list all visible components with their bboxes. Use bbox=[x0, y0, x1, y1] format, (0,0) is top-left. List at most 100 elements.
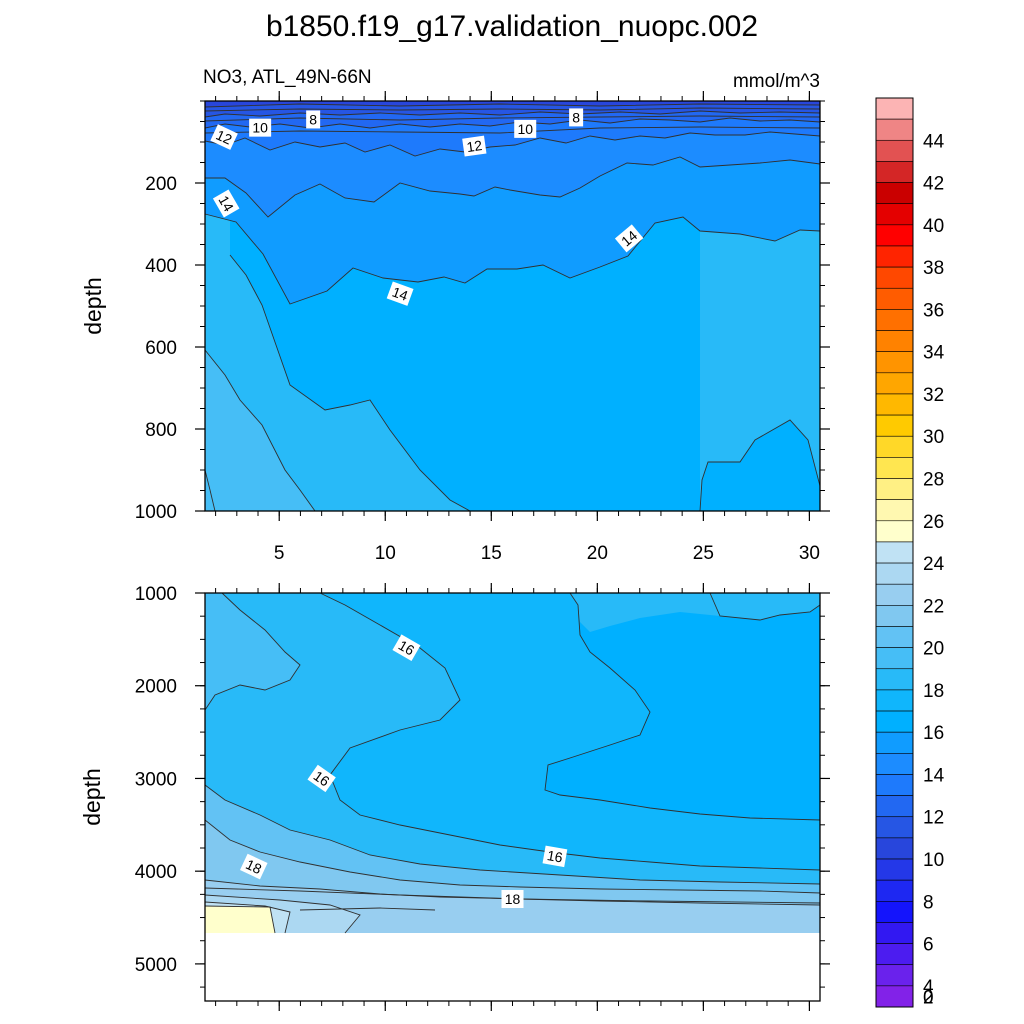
colorbar-boxes bbox=[875, 97, 914, 1008]
colorbar-box bbox=[875, 478, 914, 500]
upper-contour-line bbox=[204, 110, 821, 118]
colorbar-label: 20 bbox=[923, 639, 944, 660]
colorbar-box bbox=[875, 668, 914, 691]
upper-y-axis-label: depth bbox=[80, 277, 106, 335]
upper-contour-label: 10 bbox=[514, 119, 537, 138]
upper-x-tick-label: 25 bbox=[693, 543, 714, 564]
upper-contour-label-bg bbox=[212, 189, 240, 218]
colorbar-label: 8 bbox=[923, 892, 934, 913]
colorbar-label: 0 bbox=[923, 987, 934, 1008]
colorbar-box bbox=[875, 287, 914, 310]
colorbar-label: 36 bbox=[923, 300, 944, 321]
lower-contour-label: 16 bbox=[542, 845, 568, 868]
colorbar-box bbox=[875, 266, 914, 289]
lower-filled-contours bbox=[205, 593, 820, 1001]
colorbar-label: 12 bbox=[923, 808, 944, 829]
colorbar: 4442403836343230282624222018161412108642… bbox=[875, 97, 945, 1008]
colorbar-box bbox=[875, 901, 914, 923]
lower-axis-ticks: 1000 2000 3000 4000 5000 bbox=[135, 583, 830, 1011]
upper-y-tick-label: 400 bbox=[145, 256, 177, 277]
upper-axis-ticks: 200 400 600 800 1000 5 10 15 20 25 30 bbox=[135, 91, 830, 564]
upper-contour-label: 14 bbox=[614, 224, 644, 253]
colorbar-box bbox=[875, 118, 914, 141]
colorbar-box bbox=[875, 626, 914, 648]
colorbar-box bbox=[875, 605, 914, 627]
colorbar-label: 6 bbox=[923, 935, 934, 956]
lower-contour-fill bbox=[205, 593, 820, 933]
upper-contour-labels: 8 8 10 10 12 12 14 14 14 bbox=[210, 108, 644, 306]
upper-contour-line bbox=[204, 213, 821, 305]
colorbar-box bbox=[875, 647, 914, 670]
colorbar-box bbox=[875, 330, 914, 352]
upper-contour-line bbox=[204, 349, 316, 512]
lower-contour-line bbox=[204, 887, 821, 904]
upper-contour-label-text: 10 bbox=[517, 121, 533, 137]
upper-contour-line bbox=[699, 419, 821, 512]
upper-contour-label: 14 bbox=[212, 189, 240, 218]
upper-x-tick-label: 5 bbox=[274, 543, 285, 564]
colorbar-label: 44 bbox=[923, 131, 945, 152]
upper-contour-label-bg bbox=[386, 281, 414, 306]
upper-contour-line bbox=[204, 131, 821, 157]
lower-contour-label-text: 16 bbox=[546, 847, 564, 865]
upper-contour-label-bg bbox=[306, 110, 321, 129]
lower-y-tick-label: 2000 bbox=[135, 677, 177, 698]
colorbar-box bbox=[875, 879, 914, 902]
colorbar-box bbox=[875, 774, 914, 796]
lower-contour-label-bg bbox=[240, 853, 268, 880]
colorbar-box bbox=[875, 245, 914, 268]
colorbar-box bbox=[875, 753, 914, 775]
upper-y-tick-label: 800 bbox=[145, 420, 177, 441]
colorbar-box bbox=[875, 816, 914, 839]
upper-contour-line bbox=[204, 103, 821, 108]
lower-contour-line bbox=[204, 879, 821, 906]
upper-contour-label: 12 bbox=[462, 135, 487, 157]
lower-contour-line bbox=[299, 907, 436, 911]
colorbar-label: 24 bbox=[923, 554, 945, 575]
colorbar-box bbox=[875, 562, 914, 585]
colorbar-box bbox=[875, 795, 914, 818]
upper-contour-label-text: 14 bbox=[215, 193, 237, 215]
lower-y-tick-label: 4000 bbox=[135, 862, 177, 883]
upper-contour-label-bg bbox=[514, 119, 537, 138]
upper-contour-label-text: 12 bbox=[466, 137, 484, 155]
lower-contour-label: 16 bbox=[307, 764, 336, 793]
lower-panel: 16 16 16 18 18 1000 2000 3000 4000 5000 depth bbox=[79, 583, 830, 1011]
lower-y-tick-label: 1000 bbox=[135, 584, 177, 605]
colorbar-box bbox=[875, 985, 914, 1008]
colorbar-box bbox=[875, 964, 914, 987]
lower-contour-label-text: 16 bbox=[396, 637, 418, 659]
lower-contour-label: 16 bbox=[392, 634, 421, 662]
colorbar-frame bbox=[875, 97, 914, 1008]
upper-contour-line bbox=[204, 107, 821, 112]
lower-y-tick-label: 5000 bbox=[135, 955, 177, 976]
lower-contour-fill bbox=[205, 906, 275, 933]
colorbar-box bbox=[875, 393, 914, 416]
colorbar-box bbox=[875, 541, 914, 564]
colorbar-box bbox=[875, 943, 914, 966]
upper-contour-line bbox=[204, 126, 821, 134]
lower-contour-label: 18 bbox=[501, 890, 524, 908]
upper-contour-line bbox=[204, 115, 821, 122]
colorbar-label: 10 bbox=[923, 850, 944, 871]
colorbar-label: 18 bbox=[923, 681, 944, 702]
lower-contour-line bbox=[204, 901, 291, 934]
colorbar-label: 32 bbox=[923, 385, 944, 406]
lower-contour-line bbox=[204, 592, 301, 711]
upper-contour-label-text: 10 bbox=[252, 120, 268, 136]
upper-contour-label-bg bbox=[462, 135, 487, 157]
lower-contour-line bbox=[319, 592, 821, 871]
lower-contour-line bbox=[204, 905, 276, 934]
upper-filled-contours bbox=[205, 101, 820, 511]
upper-contour-label-bg bbox=[569, 108, 584, 127]
colorbar-box bbox=[875, 583, 914, 606]
lower-contour-label-bg bbox=[542, 845, 568, 868]
colorbar-box bbox=[875, 182, 914, 204]
colorbar-box bbox=[875, 224, 914, 247]
upper-x-tick-label: 15 bbox=[481, 543, 502, 564]
lower-contour-label-bg bbox=[501, 890, 524, 908]
lower-contour-label-bg bbox=[307, 764, 336, 793]
colorbar-box bbox=[875, 97, 914, 120]
colorbar-box bbox=[875, 372, 914, 395]
